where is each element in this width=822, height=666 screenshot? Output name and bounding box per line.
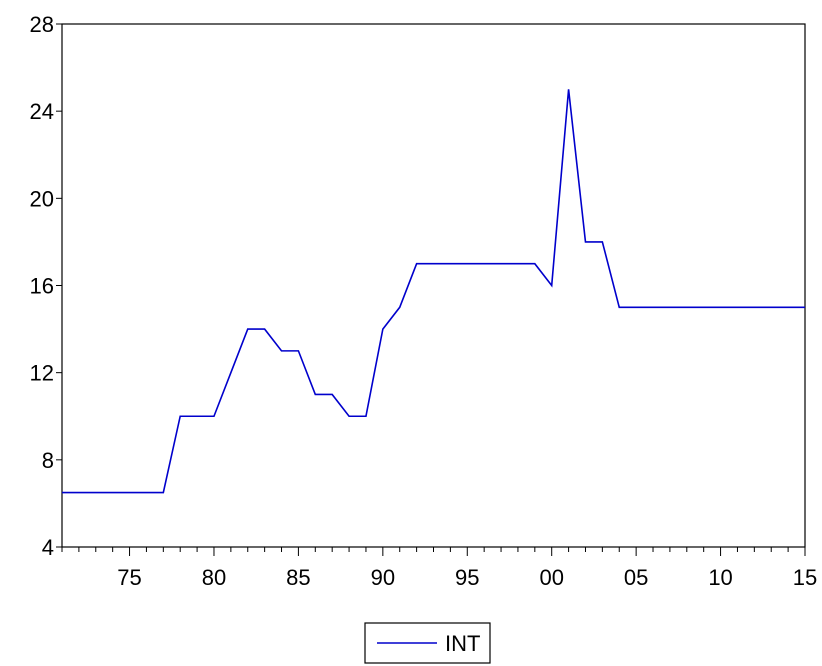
- legend-label: INT: [445, 631, 480, 656]
- y-tick-label: 8: [42, 448, 54, 473]
- x-tick-label: 00: [539, 565, 563, 590]
- x-tick-label: 80: [202, 565, 226, 590]
- x-tick-label: 05: [624, 565, 648, 590]
- y-tick-label: 4: [42, 535, 54, 560]
- x-tick-label: 85: [286, 565, 310, 590]
- y-axis-ticks: 4 8 12 16 20 24 28: [30, 12, 62, 560]
- y-tick-label: 28: [30, 12, 54, 37]
- x-tick-label: 10: [708, 565, 732, 590]
- series-line-int: [62, 89, 805, 494]
- x-tick-label: 95: [455, 565, 479, 590]
- y-tick-label: 12: [30, 361, 54, 386]
- legend: INT: [364, 622, 491, 664]
- y-tick-label: 20: [30, 186, 54, 211]
- x-tick-label: 15: [793, 565, 817, 590]
- y-tick-label: 16: [30, 274, 54, 299]
- y-tick-label: 24: [30, 99, 54, 124]
- x-tick-label: 75: [117, 565, 141, 590]
- series-group: [62, 89, 805, 494]
- x-axis-ticks: 75 80 85 90 95 00 05 10 15: [61, 547, 817, 590]
- x-tick-label: 90: [371, 565, 395, 590]
